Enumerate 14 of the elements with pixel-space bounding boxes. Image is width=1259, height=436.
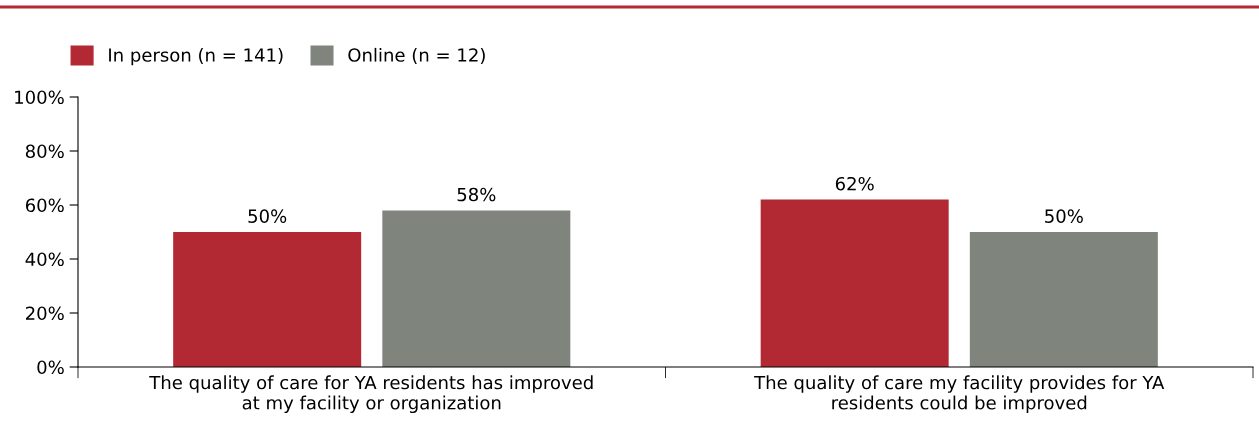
x-tick-label: The quality of care for YA residents has improved at my facility or organization	[149, 375, 593, 414]
data-label: 62%	[835, 176, 874, 191]
x-tick-label: The quality of care my facility provides for YA residents could be improved	[754, 375, 1165, 414]
legend-label: In person (n = 141)	[109, 47, 283, 66]
legend-label: Online (n = 12)	[348, 47, 485, 64]
data-label: 50%	[1045, 209, 1083, 223]
data-label: 58%	[457, 187, 496, 202]
data-label: 50%	[248, 209, 287, 223]
y-tick-label: 40%	[25, 252, 64, 267]
y-tick-label: 20%	[26, 306, 64, 321]
y-tick-label: 100%	[15, 90, 64, 105]
y-tick-label: 80%	[25, 144, 64, 159]
y-tick-label: 60%	[25, 198, 64, 213]
y-tick-label: 0%	[37, 360, 64, 375]
